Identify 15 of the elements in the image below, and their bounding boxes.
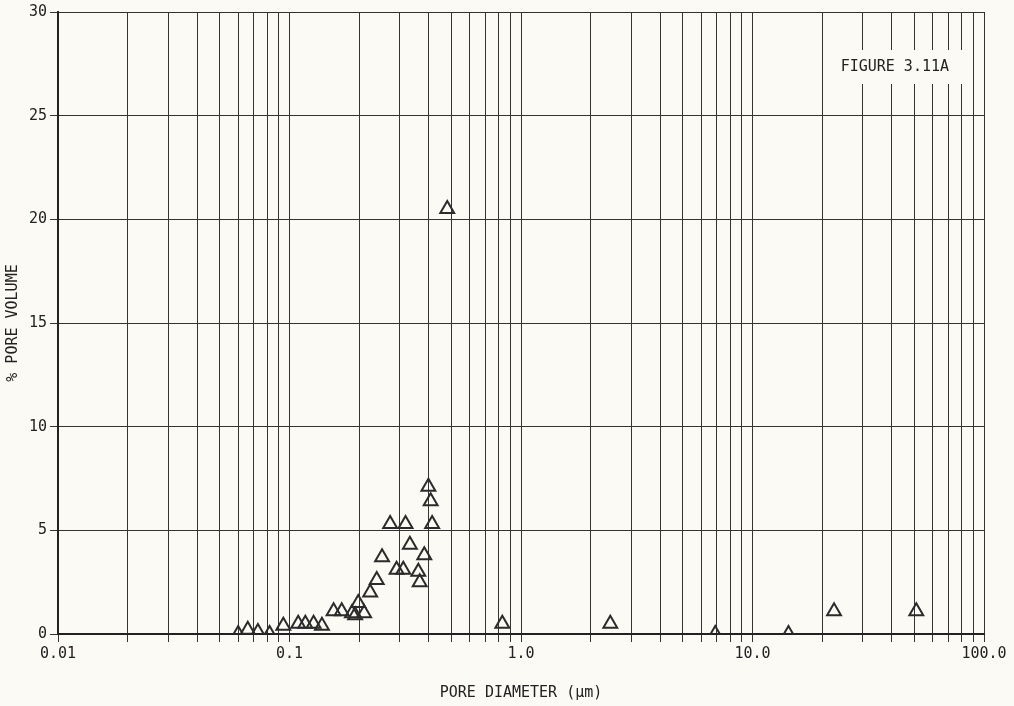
y-tick-label: 20 <box>29 209 48 228</box>
x-tick-label: 0.1 <box>276 643 304 662</box>
x-tick-label: 100.0 <box>961 643 1007 662</box>
x-tick-label: 0.01 <box>40 643 77 662</box>
y-tick-label: 30 <box>29 1 48 20</box>
y-tick-label: 0 <box>38 623 48 642</box>
annotation: FIGURE 3.11A <box>840 56 950 75</box>
y-tick-label: 15 <box>29 312 48 331</box>
x-axis-title: PORE DIAMETER (μm) <box>439 682 603 701</box>
y-tick-label: 5 <box>38 520 48 539</box>
x-tick-label: 10.0 <box>734 643 771 662</box>
x-tick-label: 1.0 <box>507 643 535 662</box>
y-tick-label: 10 <box>29 416 48 435</box>
y-axis-title: % PORE VOLUME <box>2 264 21 382</box>
y-tick-label: 25 <box>29 105 48 124</box>
